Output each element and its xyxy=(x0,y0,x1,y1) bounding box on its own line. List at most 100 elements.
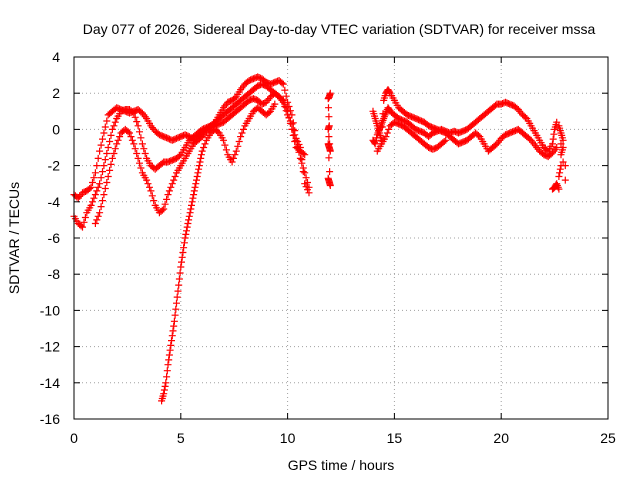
data-point xyxy=(299,164,307,172)
series-arc-2 xyxy=(70,73,313,202)
data-point xyxy=(90,174,98,182)
data-point xyxy=(158,206,166,214)
data-point xyxy=(86,185,94,192)
y-tick-label: -6 xyxy=(48,230,61,246)
data-point xyxy=(294,142,302,150)
data-point xyxy=(165,356,173,364)
data-point xyxy=(87,201,95,209)
data-point xyxy=(301,151,309,159)
series-arc-3 xyxy=(91,89,313,227)
data-point xyxy=(131,113,139,121)
data-point xyxy=(240,125,247,133)
x-tick-label: 20 xyxy=(493,430,509,446)
data-point xyxy=(299,150,307,157)
y-tick-label: 2 xyxy=(52,85,60,101)
data-point xyxy=(160,390,168,398)
data-point xyxy=(291,131,299,139)
x-axis-label: GPS time / hours xyxy=(288,457,395,473)
data-point xyxy=(214,128,222,136)
data-point xyxy=(195,162,203,170)
data-point xyxy=(188,201,195,209)
data-point xyxy=(382,133,390,141)
data-point xyxy=(561,176,569,184)
data-point xyxy=(371,140,379,148)
data-point xyxy=(326,140,334,148)
data-point xyxy=(99,135,106,143)
data-point xyxy=(326,168,334,176)
data-point xyxy=(124,128,132,136)
data-point xyxy=(442,136,450,144)
data-point xyxy=(281,86,289,94)
data-point xyxy=(178,258,185,266)
data-point xyxy=(185,212,193,220)
data-point xyxy=(556,169,564,177)
y-tick-label: -14 xyxy=(40,375,60,391)
data-point xyxy=(385,125,393,133)
data-point xyxy=(161,382,169,390)
data-point xyxy=(200,144,208,151)
data-point xyxy=(141,150,149,157)
data-point xyxy=(93,162,101,170)
data-point xyxy=(77,222,85,230)
data-point xyxy=(100,129,108,137)
data-point xyxy=(170,322,178,330)
data-point xyxy=(188,198,196,206)
x-tick-label: 15 xyxy=(387,430,403,446)
y-tick-label: -4 xyxy=(48,194,61,210)
data-point xyxy=(108,154,116,162)
data-point xyxy=(557,140,565,148)
y-tick-label: -12 xyxy=(40,339,60,355)
data-point xyxy=(175,275,183,283)
data-point xyxy=(97,141,105,149)
data-point xyxy=(130,140,138,148)
data-point xyxy=(173,293,181,301)
data-point xyxy=(325,122,333,130)
data-point xyxy=(228,158,236,166)
data-point xyxy=(179,249,187,256)
data-point xyxy=(131,145,139,153)
series-arc-5 xyxy=(324,89,334,189)
data-point xyxy=(133,118,141,126)
data-point xyxy=(271,100,279,108)
data-point xyxy=(170,317,178,325)
data-point xyxy=(173,299,180,307)
y-tick-label: 4 xyxy=(52,49,60,65)
chart-title: Day 077 of 2026, Sidereal Day-to-day VTE… xyxy=(83,21,596,37)
data-point xyxy=(301,169,309,177)
data-point xyxy=(196,158,204,166)
data-point xyxy=(89,198,96,206)
data-point xyxy=(108,125,116,133)
data-point xyxy=(186,209,194,217)
data-point xyxy=(89,179,96,186)
data-point xyxy=(136,159,143,167)
data-point xyxy=(231,94,239,102)
x-tick-label: 25 xyxy=(600,430,616,446)
series-arc-4 xyxy=(158,100,279,405)
data-point xyxy=(160,386,168,394)
data-point xyxy=(99,168,106,176)
data-point xyxy=(237,133,245,141)
data-point xyxy=(289,125,297,133)
data-point xyxy=(79,223,86,231)
data-point xyxy=(379,110,387,118)
data-point xyxy=(80,218,88,226)
data-point xyxy=(103,117,111,125)
data-point xyxy=(104,144,112,151)
data-point xyxy=(164,361,172,369)
data-point xyxy=(106,166,114,174)
y-tick-label: -2 xyxy=(48,158,61,174)
data-point xyxy=(281,103,289,110)
data-point xyxy=(195,165,203,173)
data-point xyxy=(325,113,333,121)
data-point xyxy=(176,269,184,277)
x-tick-labels: 0 5 10 15 20 25 xyxy=(70,430,616,446)
data-point xyxy=(101,185,109,192)
data-point xyxy=(172,305,180,313)
data-point xyxy=(96,209,104,217)
data-point xyxy=(127,133,135,141)
series-arc-9 xyxy=(549,122,569,193)
data-point xyxy=(561,162,569,170)
y-tick-label: -16 xyxy=(40,411,60,427)
